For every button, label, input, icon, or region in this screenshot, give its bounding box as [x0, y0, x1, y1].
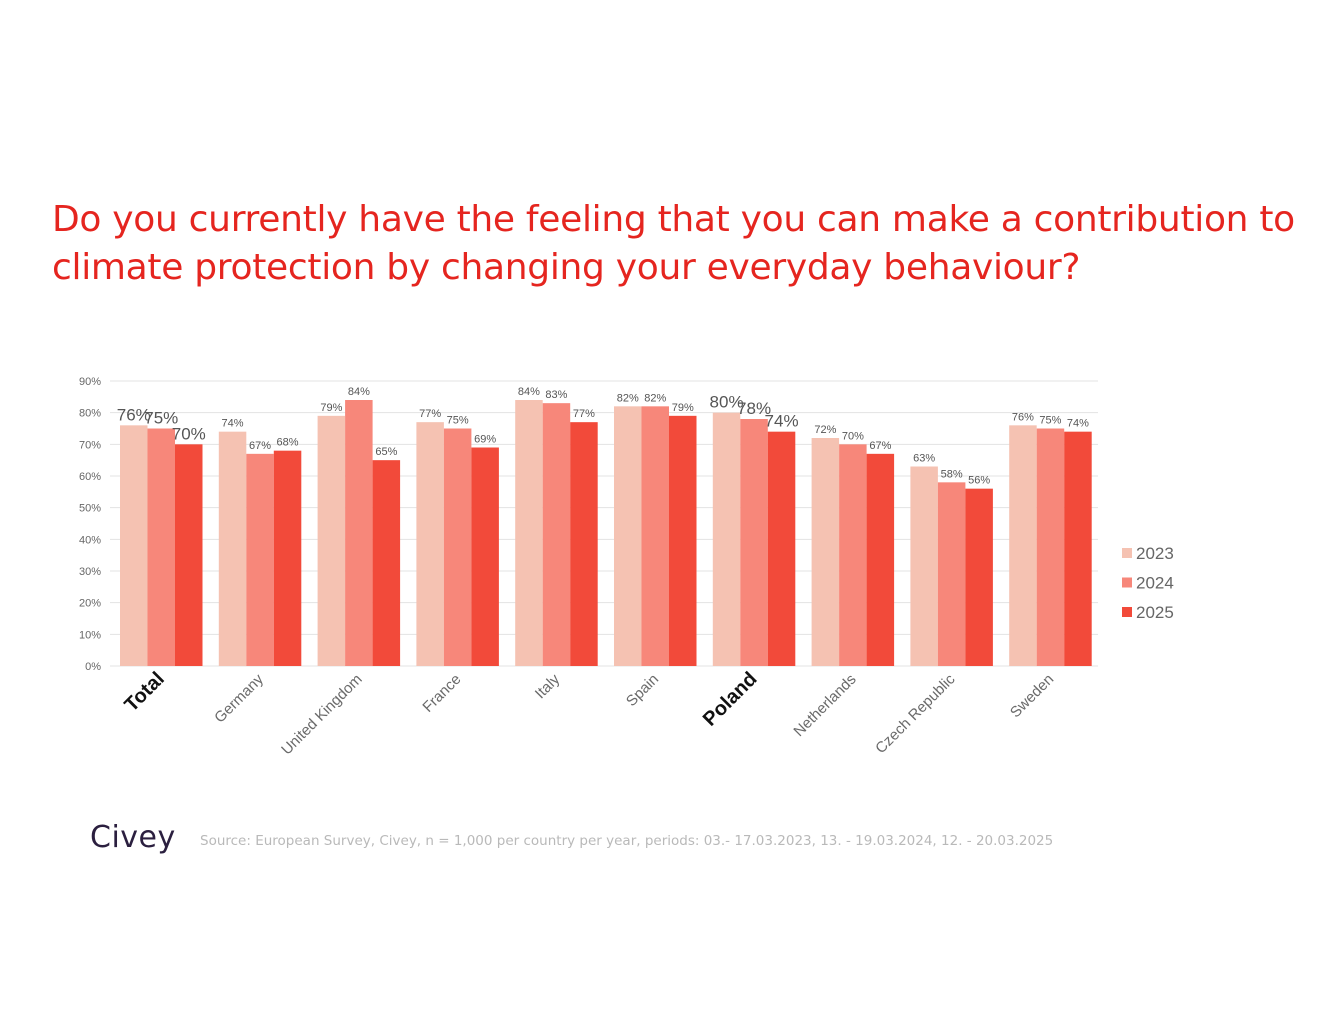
category-label: Spain: [623, 671, 662, 710]
bar: [669, 415, 697, 666]
data-label: 77%: [573, 408, 595, 420]
bar: [965, 488, 993, 666]
data-label: 74%: [765, 412, 799, 431]
data-label: 74%: [222, 418, 244, 430]
data-label: 79%: [320, 402, 342, 414]
data-label: 75%: [1039, 415, 1061, 427]
y-tick-label: 80%: [79, 408, 101, 420]
data-label: 84%: [518, 386, 540, 398]
data-label: 68%: [277, 437, 299, 449]
data-label: 78%: [737, 399, 771, 418]
data-label: 67%: [869, 440, 891, 452]
bar: [542, 403, 571, 666]
legend-swatch: [1122, 607, 1132, 617]
bar: [570, 422, 598, 666]
bar: [712, 412, 741, 666]
data-label: 75%: [144, 409, 178, 428]
bar: [910, 466, 938, 666]
data-label: 56%: [968, 475, 990, 487]
bar: [147, 428, 175, 666]
y-tick-label: 60%: [79, 471, 101, 483]
y-tick-label: 30%: [79, 566, 101, 578]
legend-label: 2023: [1136, 544, 1174, 563]
bar: [246, 453, 274, 666]
bar: [811, 438, 840, 666]
data-label: 76%: [1012, 411, 1034, 423]
bar: [641, 406, 669, 666]
data-label: 72%: [814, 424, 836, 436]
data-label: 63%: [913, 453, 935, 465]
category-label: United Kingdom: [278, 671, 365, 758]
bar: [937, 482, 966, 666]
data-label: 83%: [545, 389, 567, 401]
legend-swatch: [1122, 548, 1132, 558]
data-label: 58%: [941, 468, 963, 480]
bar: [273, 450, 302, 666]
bar: [740, 419, 768, 666]
data-label: 70%: [842, 430, 864, 442]
y-tick-label: 40%: [79, 534, 101, 546]
bar: [317, 415, 346, 666]
category-label: Sweden: [1007, 671, 1057, 721]
data-label: 82%: [617, 392, 639, 404]
category-label: Czech Republic: [872, 670, 959, 757]
bar: [345, 400, 373, 666]
legend-swatch: [1122, 577, 1132, 588]
y-tick-label: 50%: [79, 503, 101, 515]
y-tick-label: 70%: [79, 439, 101, 451]
category-label: Netherlands: [790, 671, 859, 740]
chart-title-line-1: Do you currently have the feeling that y…: [52, 199, 1295, 240]
category-label: Poland: [699, 668, 762, 731]
bar: [1036, 428, 1065, 666]
y-tick-label: 0%: [85, 661, 101, 673]
y-tick-label: 20%: [79, 598, 101, 610]
data-label: 77%: [419, 408, 441, 420]
data-label: 80%: [710, 393, 744, 412]
bar: [515, 400, 543, 666]
bar: [443, 428, 472, 666]
data-label: 74%: [1067, 418, 1089, 430]
bar: [120, 425, 148, 666]
bar: [218, 431, 247, 666]
data-label: 84%: [348, 386, 370, 398]
data-label: 75%: [447, 415, 469, 427]
category-label: Italy: [532, 670, 564, 702]
data-label: 67%: [249, 440, 271, 452]
category-label: France: [419, 671, 464, 716]
bar: [1009, 425, 1037, 666]
source-note: Source: European Survey, Civey, n = 1,00…: [200, 833, 1054, 849]
bar: [767, 431, 796, 666]
data-label: 82%: [644, 392, 666, 404]
civey-logo: Civey: [90, 820, 176, 855]
bar: [372, 460, 401, 666]
y-tick-label: 10%: [79, 629, 101, 641]
bar: [471, 447, 499, 666]
bar: [866, 453, 895, 666]
bar: [1064, 431, 1092, 666]
y-tick-label: 90%: [79, 376, 101, 388]
data-label: 65%: [375, 446, 397, 458]
chart-title: Do you currently have the feeling that y…: [52, 196, 1302, 292]
data-label: 70%: [172, 424, 206, 443]
category-label: Total: [120, 668, 168, 716]
legend-label: 2024: [1136, 574, 1174, 593]
legend-label: 2025: [1136, 603, 1174, 622]
category-label: Germany: [211, 670, 267, 726]
bar: [416, 422, 444, 666]
bar: [839, 444, 867, 666]
chart-title-line-2: climate protection by changing your ever…: [52, 247, 1081, 288]
data-label: 79%: [672, 402, 694, 414]
bar: [614, 406, 642, 666]
data-label: 69%: [474, 434, 496, 446]
bar: [175, 444, 203, 666]
data-label: 76%: [117, 405, 151, 424]
